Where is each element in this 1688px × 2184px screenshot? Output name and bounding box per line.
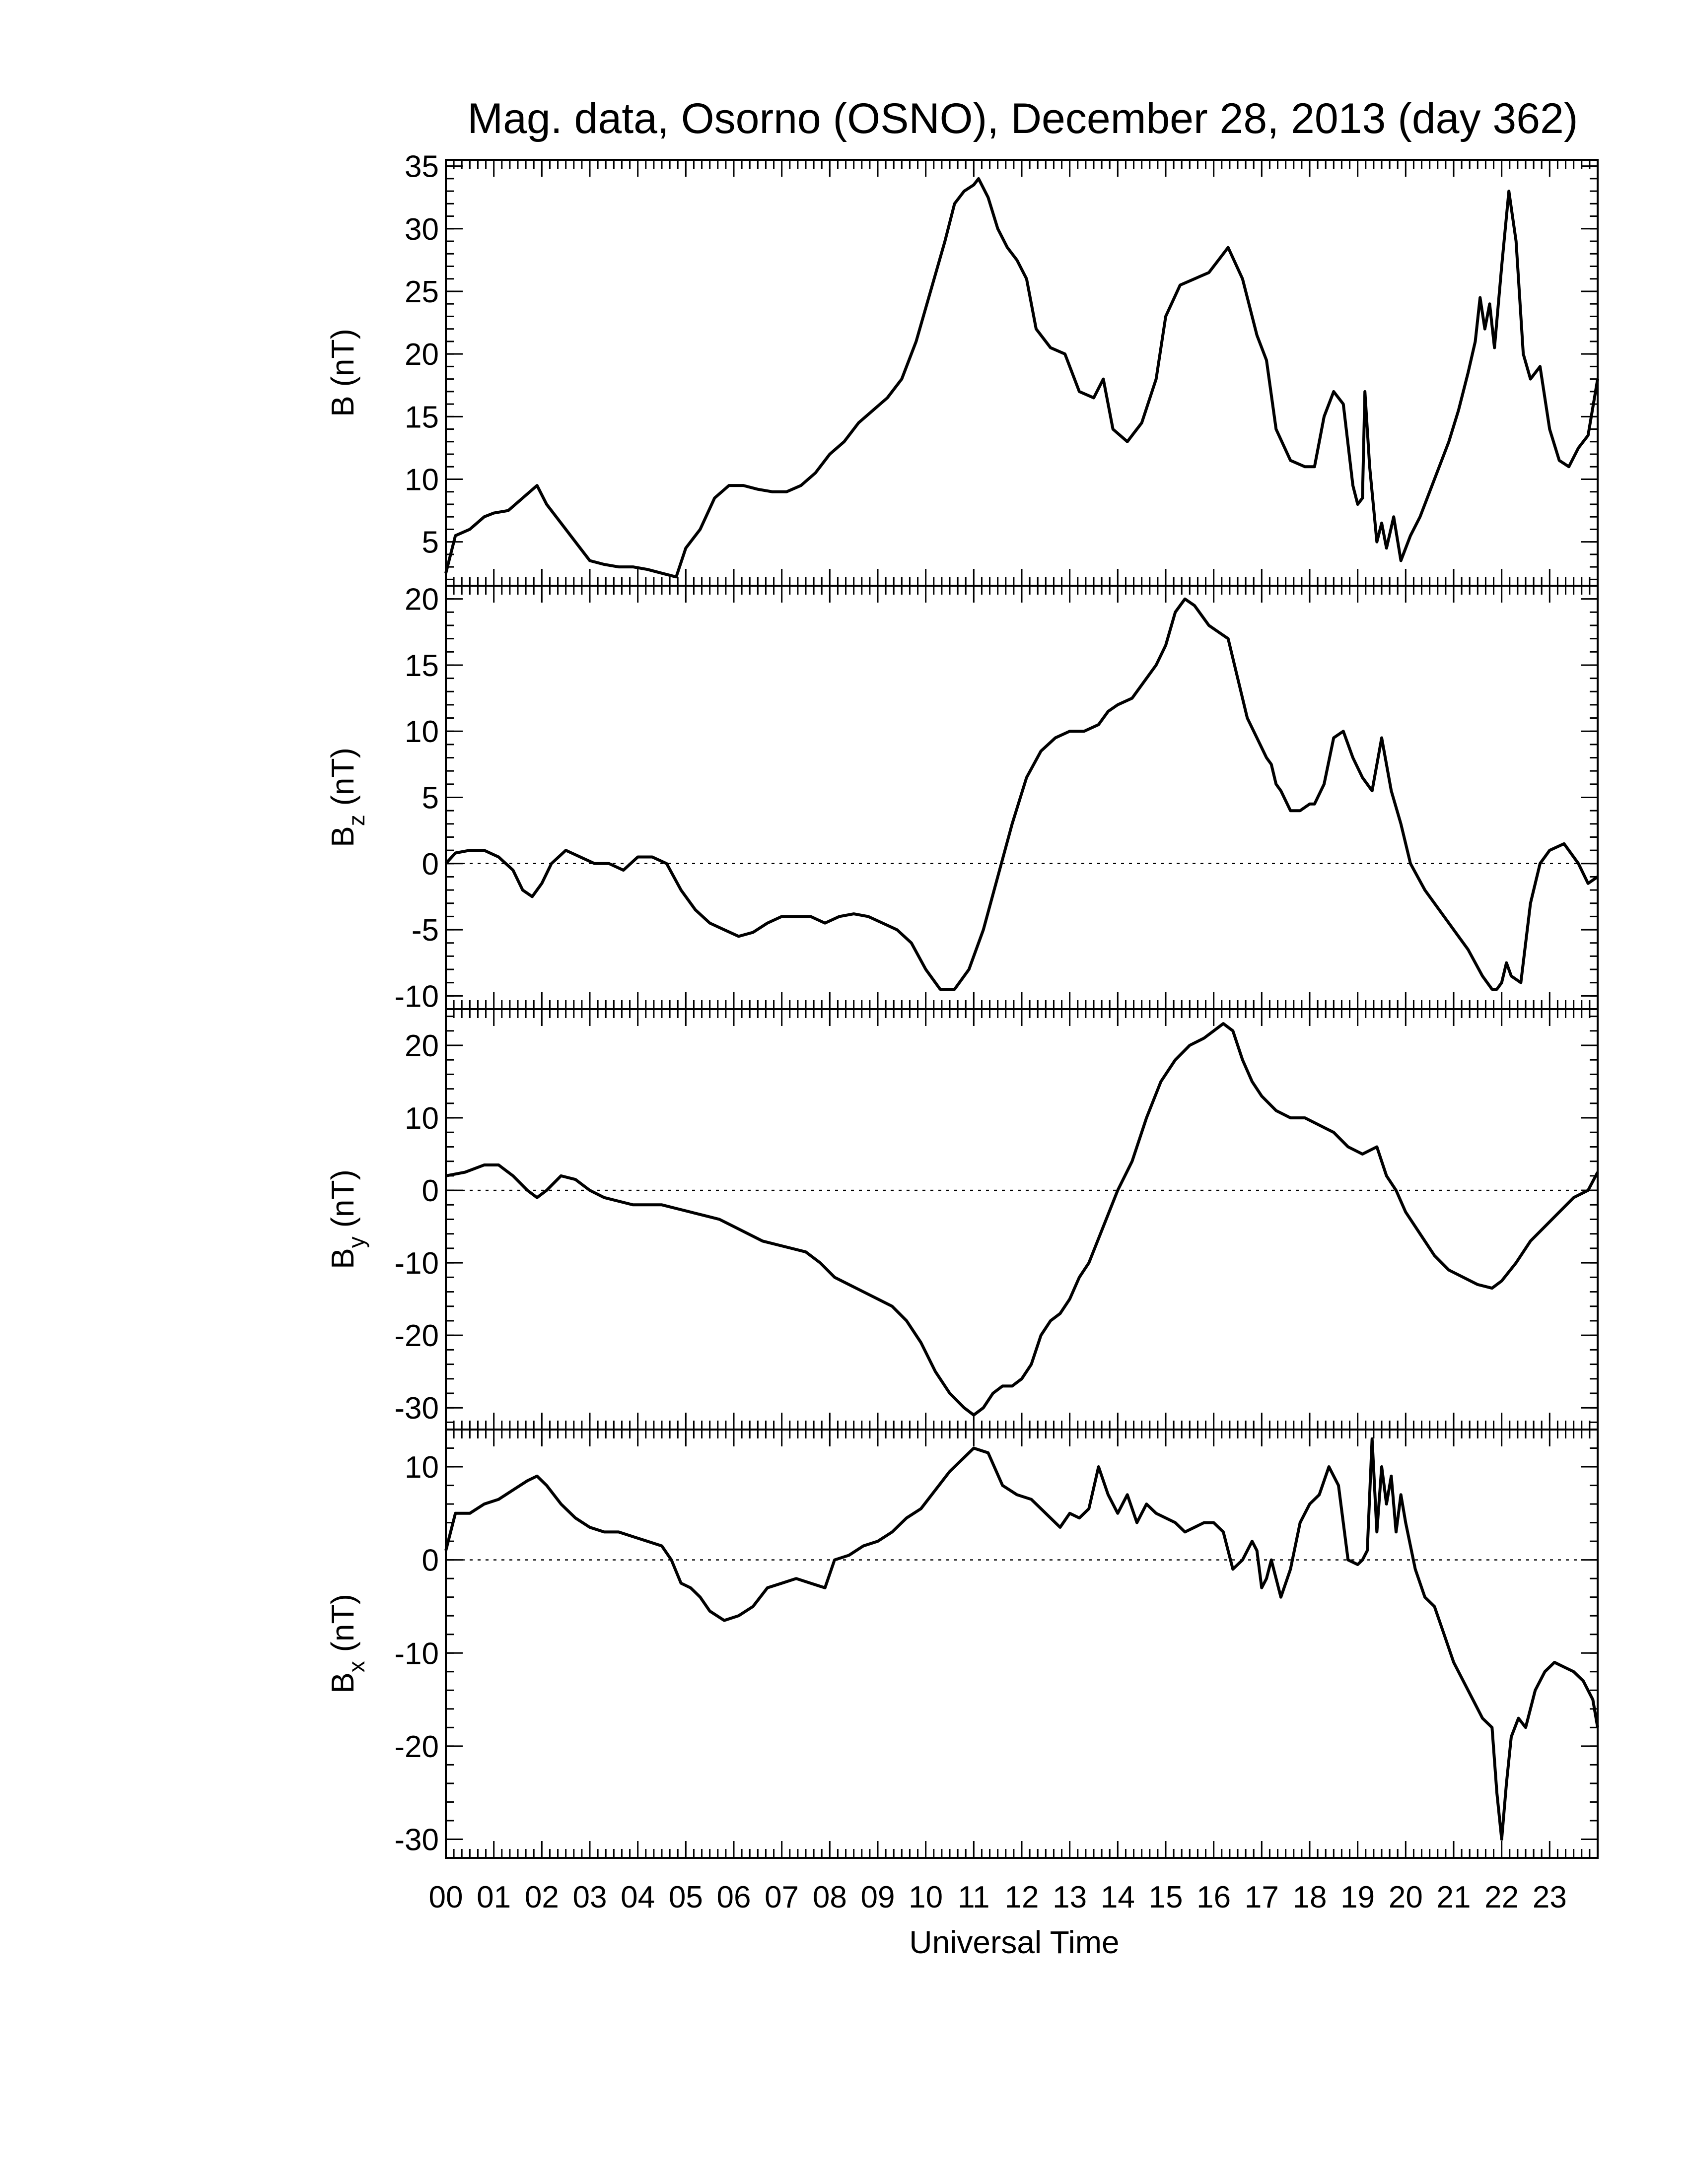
y-tick-label: -30 (394, 1391, 439, 1426)
y-tick-label: 30 (405, 212, 439, 247)
x-tick-label: 04 (621, 1880, 655, 1914)
y-axis-label: By (nT) (325, 1169, 369, 1269)
x-tick-label: 14 (1101, 1880, 1135, 1914)
x-tick-label: 13 (1053, 1880, 1087, 1914)
plot-frame (445, 159, 1599, 587)
x-tick-label: 01 (477, 1880, 511, 1914)
panel-bz: -10 -5 0 5 10 15 20 Bz (nT) (325, 583, 1599, 1014)
y-tick-label: 10 (405, 715, 439, 749)
y-axis-label-unit: (nT) (325, 329, 360, 396)
y-axis-label-unit: (nT) (325, 1594, 360, 1661)
x-tick-label: 18 (1293, 1880, 1327, 1914)
y-tick-label: 5 (422, 781, 439, 816)
x-tick-label: 15 (1149, 1880, 1183, 1914)
x-axis-label: Universal Time (909, 1924, 1119, 1960)
x-tick-label: 05 (669, 1880, 703, 1914)
x-tick-label: 08 (813, 1880, 847, 1914)
y-axis-label-unit: (nT) (325, 748, 360, 815)
y-tick-label: -30 (394, 1823, 439, 1857)
y-tick-label: 20 (405, 1029, 439, 1063)
y-tick-label: 15 (405, 649, 439, 683)
chart-title: Mag. data, Osorno (OSNO), December 28, 2… (467, 95, 1578, 142)
y-axis-label-subscript: x (344, 1661, 369, 1672)
y-tick-label: 20 (405, 338, 439, 372)
plot-frame (445, 1008, 1599, 1431)
panel-bx: -30 -20 -10 0 10 Bx (nT) (325, 1429, 1599, 1859)
y-tick-label: 10 (405, 463, 439, 497)
y-axis-label-subscript: y (344, 1236, 369, 1248)
y-axis-label-main: B (325, 396, 360, 417)
x-tick-label: 23 (1533, 1880, 1567, 1914)
panel-by: -30 -20 -10 0 10 20 By (nT) (325, 1008, 1599, 1431)
y-tick-label: 15 (405, 400, 439, 434)
x-tick-label: 02 (525, 1880, 559, 1914)
x-tick-label: 09 (861, 1880, 895, 1914)
x-tick-label: 10 (909, 1880, 943, 1914)
y-tick-label: -20 (394, 1730, 439, 1764)
y-tick-label: 35 (405, 150, 439, 184)
y-tick-label: 0 (422, 1174, 439, 1208)
y-tick-label: -5 (412, 913, 439, 948)
y-tick-label: -10 (394, 1637, 439, 1671)
y-tick-label: -10 (394, 1246, 439, 1281)
x-tick-labels: 00 01 02 03 04 05 06 07 08 09 10 11 12 13 14 15 16 17 18 19… (429, 1880, 1567, 1914)
x-tick-label: 16 (1196, 1880, 1231, 1914)
y-tick-label: -10 (394, 979, 439, 1014)
x-tick-label: 11 (958, 1880, 989, 1914)
series-line-b (444, 177, 1599, 579)
x-tick-label: 22 (1484, 1880, 1519, 1914)
x-tick-label: 12 (1005, 1880, 1039, 1914)
y-tick-label: 25 (405, 275, 439, 309)
y-tick-label: 10 (405, 1450, 439, 1485)
x-tick-label: 19 (1340, 1880, 1375, 1914)
x-tick-label: 03 (573, 1880, 607, 1914)
y-tick-label: 10 (405, 1101, 439, 1136)
y-axis-label-main: B (325, 826, 360, 847)
x-tick-label: 17 (1245, 1880, 1279, 1914)
y-axis-label-main: B (325, 1248, 360, 1269)
y-axis-label-main: B (325, 1672, 360, 1694)
series-line-by (445, 1022, 1599, 1417)
y-tick-label: 20 (405, 583, 439, 617)
x-tick-label: 00 (429, 1880, 463, 1914)
y-axis-label: B (nT) (325, 329, 360, 417)
series-line-bz (444, 597, 1599, 991)
y-tick-label: -20 (394, 1319, 439, 1353)
y-axis-label: Bx (nT) (325, 1594, 369, 1694)
x-tick-label: 07 (765, 1880, 799, 1914)
x-tick-label: 06 (717, 1880, 751, 1914)
y-axis-label-unit: (nT) (325, 1169, 360, 1236)
y-tick-label: 5 (422, 526, 439, 560)
panel-b: 5 10 15 20 25 30 35 B (nT) (325, 150, 1599, 587)
series-line-bx (444, 1437, 1599, 1841)
y-axis-label: Bz (nT) (325, 748, 369, 847)
y-tick-label: 0 (422, 847, 439, 882)
x-tick-label: 20 (1389, 1880, 1423, 1914)
y-axis-label-subscript: z (344, 815, 369, 826)
x-tick-label: 21 (1437, 1880, 1471, 1914)
plot-frame (445, 1429, 1599, 1859)
y-tick-label: 0 (422, 1544, 439, 1578)
